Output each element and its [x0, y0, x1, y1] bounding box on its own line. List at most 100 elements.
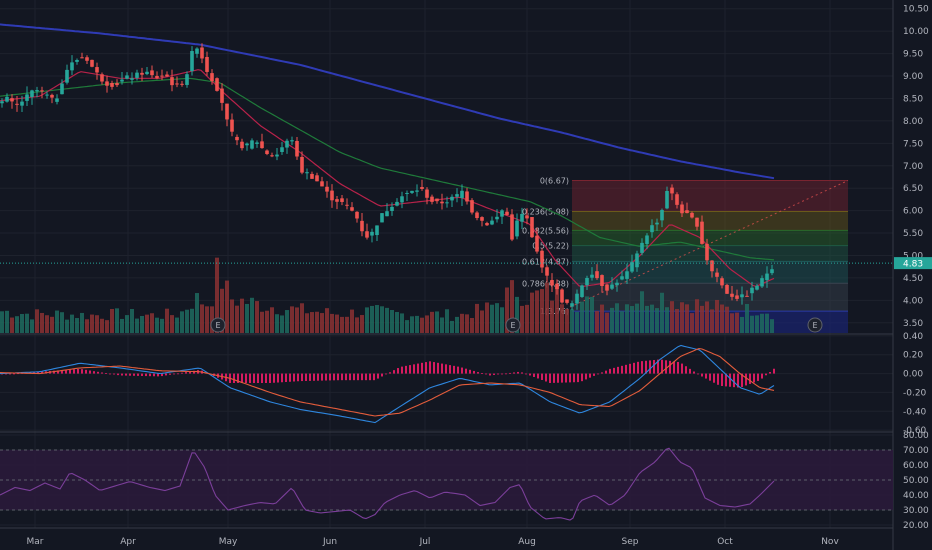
candle-body [95, 67, 99, 73]
volume-bar [425, 315, 429, 333]
macd-histogram-bar [273, 373, 275, 383]
candle-body [475, 212, 479, 219]
volume-bars [0, 257, 774, 333]
month-tick-label: Oct [717, 537, 733, 547]
volume-bar [75, 318, 79, 333]
candle-body [0, 101, 4, 104]
volume-bar [395, 311, 399, 333]
candle-body [410, 190, 414, 193]
macd-histogram-bar [617, 366, 619, 374]
macd-histogram-bar [473, 370, 475, 374]
volume-bar [235, 305, 239, 333]
macd-histogram-bar [461, 367, 463, 374]
macd-histogram-bar [237, 373, 239, 383]
volume-bar [375, 305, 379, 333]
macd-histogram-bar [173, 373, 175, 375]
candle-body [280, 147, 284, 152]
volume-bar [125, 315, 129, 333]
volume-bar [660, 292, 664, 333]
macd-histogram-bar [505, 373, 507, 375]
candle-body [620, 276, 624, 280]
volume-bar [45, 315, 49, 333]
candle-body [480, 217, 484, 221]
volume-bar [365, 307, 369, 333]
macd-tick-label: 0.40 [903, 332, 923, 342]
candle-body [20, 101, 24, 106]
candle-body [640, 242, 644, 253]
candle-body [115, 83, 119, 86]
volume-bar [670, 301, 674, 333]
macd-histogram-bar [653, 360, 655, 374]
volume-bar [675, 309, 679, 333]
candle-body [110, 83, 114, 87]
volume-bar [465, 314, 469, 333]
volume-bar [240, 298, 244, 333]
volume-bar [740, 316, 744, 333]
volume-bar [655, 308, 659, 333]
volume-bar [765, 313, 769, 333]
macd-histogram-bar [113, 373, 115, 375]
candle-body [540, 250, 544, 268]
volume-bar [450, 320, 454, 333]
candle-body [50, 94, 54, 98]
macd-histogram-bar [453, 365, 455, 374]
fib-zone [572, 230, 848, 246]
price-tick-label: 10.00 [903, 27, 929, 37]
macd-histogram-bar [625, 364, 627, 374]
volume-bar [320, 313, 324, 333]
volume-bar [215, 257, 219, 333]
macd-histogram-bar [149, 373, 151, 377]
volume-bar [100, 318, 104, 333]
volume-bar [515, 296, 519, 333]
macd-histogram-bar [257, 373, 259, 383]
volume-bar [20, 314, 24, 333]
candle-body [135, 72, 139, 78]
candle-body [290, 140, 294, 142]
volume-bar [480, 310, 484, 333]
macd-histogram-bar [321, 373, 323, 381]
volume-bar [570, 309, 574, 333]
macd-histogram-bar [289, 373, 291, 382]
volume-bar [600, 304, 604, 333]
macd-histogram-bar [297, 373, 299, 382]
candle-body [615, 282, 619, 286]
macd-histogram-bar [77, 369, 79, 374]
candle-body [390, 206, 394, 211]
candle-body [660, 209, 664, 221]
candle-body [585, 277, 589, 286]
candle-body [235, 136, 239, 141]
volume-bar [400, 313, 404, 333]
macd-histogram-bar [741, 373, 743, 387]
candle-body [370, 231, 374, 236]
candle-body [580, 285, 584, 297]
macd-histogram-bar [65, 369, 67, 374]
macd-histogram-bar [233, 373, 235, 383]
macd-histogram-bar [265, 373, 267, 383]
fibonacci-retracement[interactable]: 0(6.67) 0.236(5.98) 0.382(5.56) 0.5(5.22) 0.… [522, 177, 849, 333]
volume-bar [735, 312, 739, 333]
volume-bar [210, 306, 214, 333]
macd-histogram-bar [557, 373, 559, 383]
earnings-marker [807, 317, 823, 333]
candle-body [130, 78, 134, 80]
price-tick-label: 8.00 [903, 117, 923, 127]
volume-bar [310, 312, 314, 333]
volume-bar [545, 282, 549, 333]
macd-histogram-bar [9, 373, 11, 375]
macd-histogram-bar [545, 373, 547, 382]
volume-bar [220, 288, 224, 333]
macd-histogram-bar [81, 369, 83, 374]
candle-body [320, 181, 324, 187]
candle-body [55, 98, 59, 102]
candle-body [275, 154, 279, 157]
volume-bar [350, 309, 354, 333]
macd-histogram-bar [381, 373, 383, 377]
macd-histogram-bar [637, 361, 639, 374]
price-tick-label: 6.50 [903, 184, 923, 194]
candle-body [605, 284, 609, 291]
candle-body [155, 75, 159, 79]
candle-body [325, 186, 329, 192]
candle-body [705, 243, 709, 261]
